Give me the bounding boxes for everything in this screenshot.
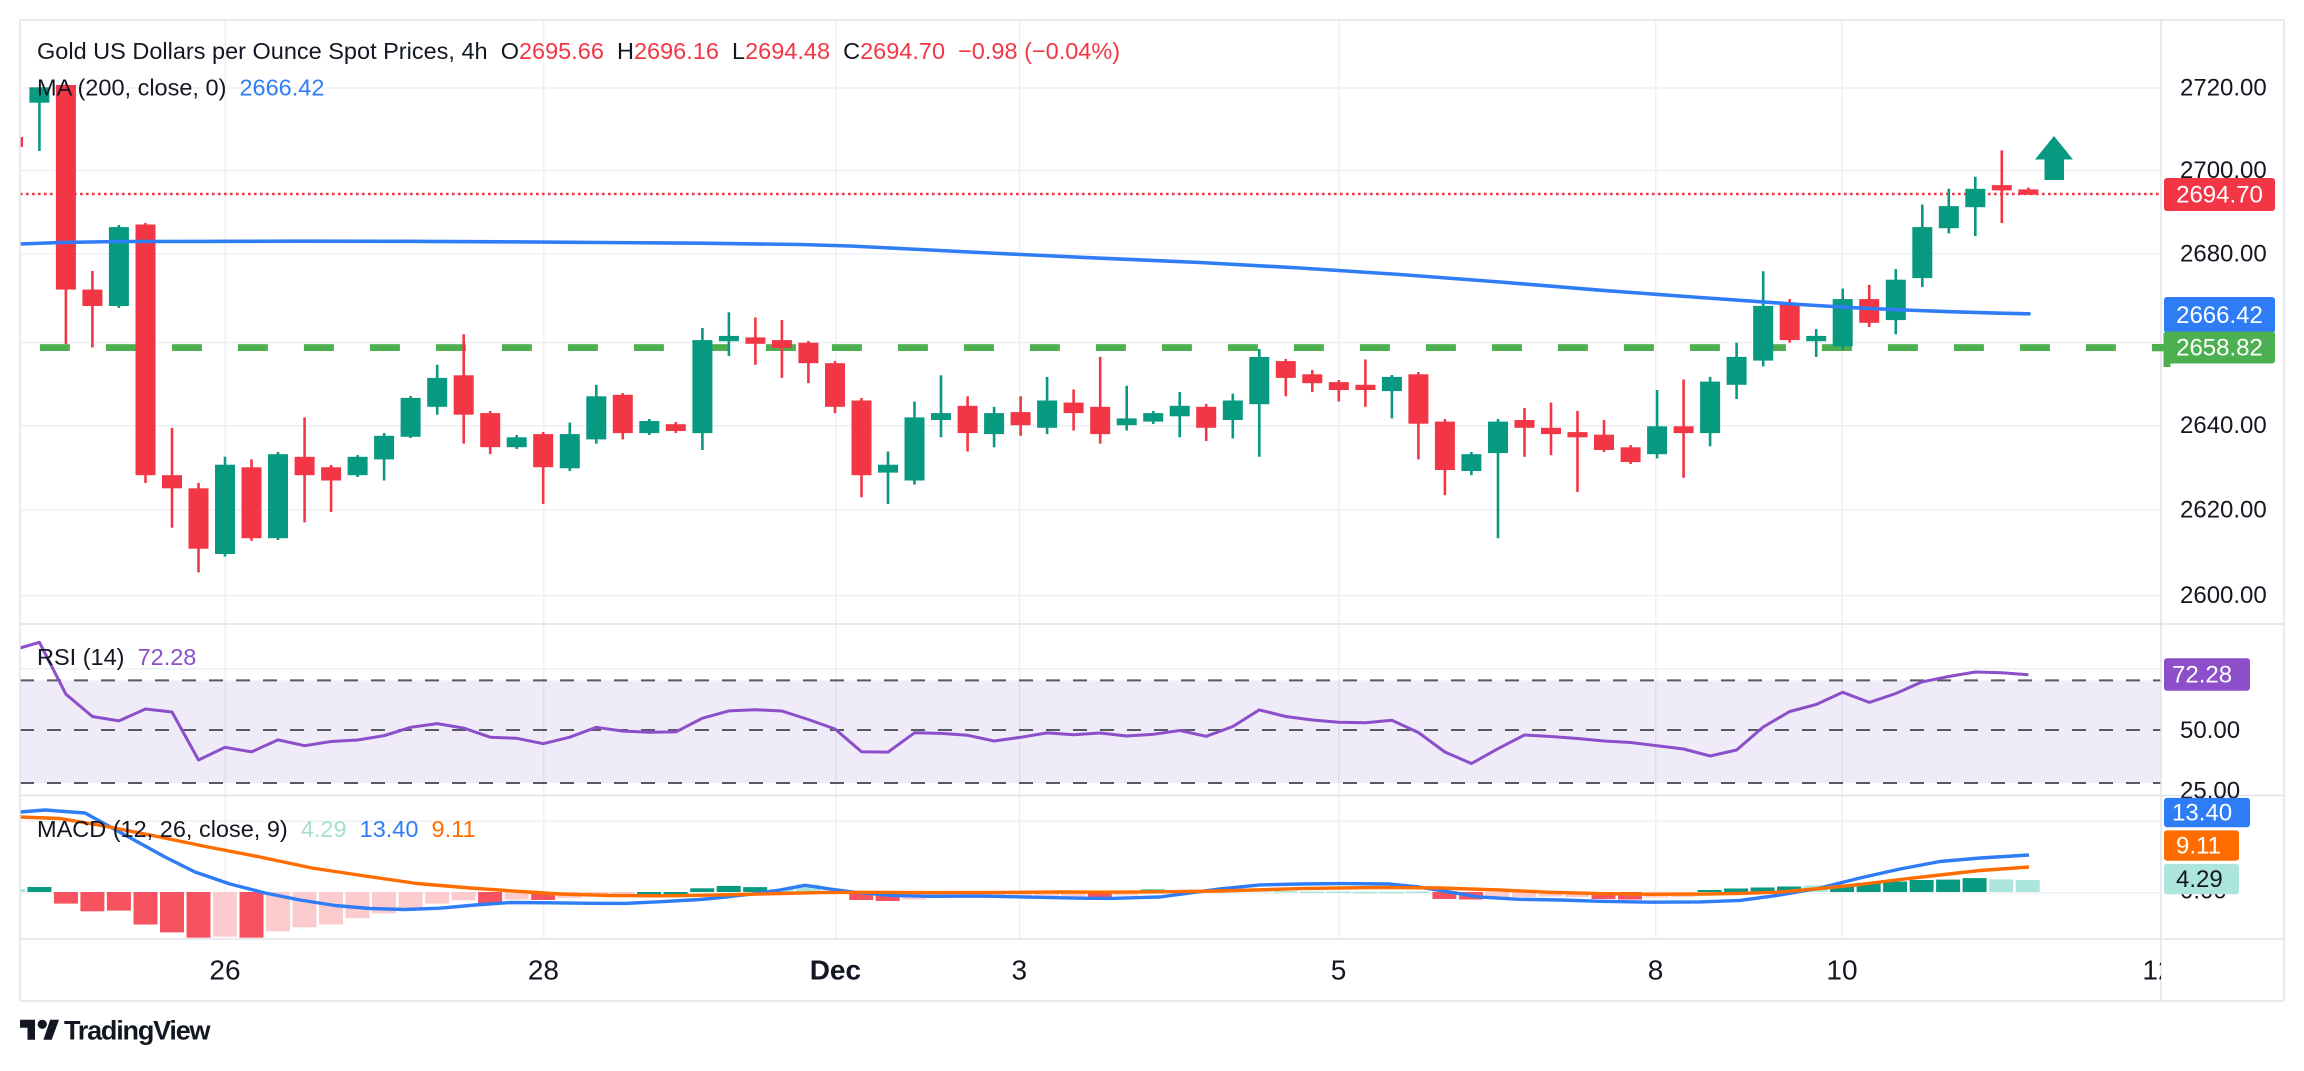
svg-text:13.40: 13.40 [2172, 800, 2232, 827]
svg-text:28: 28 [528, 955, 559, 986]
svg-text:3: 3 [1012, 955, 1028, 986]
svg-text:26: 26 [209, 955, 240, 986]
svg-text:Dec: Dec [810, 955, 861, 986]
svg-text:RSI (14) 72.28: RSI (14) 72.28 [37, 644, 196, 670]
svg-text:12: 12 [2142, 955, 2173, 986]
svg-text:5: 5 [1331, 955, 1347, 986]
svg-text:2640.00: 2640.00 [2180, 412, 2267, 439]
svg-text:2658.82: 2658.82 [2176, 335, 2263, 362]
svg-text:TradingView: TradingView [64, 1016, 212, 1046]
svg-text:MA (200, close, 0) 2666.42: MA (200, close, 0) 2666.42 [37, 75, 324, 101]
svg-text:50.00: 50.00 [2180, 717, 2240, 744]
svg-text:2680.00: 2680.00 [2180, 241, 2267, 268]
svg-text:72.28: 72.28 [2172, 662, 2232, 689]
svg-text:2720.00: 2720.00 [2180, 75, 2267, 102]
svg-text:9.11: 9.11 [2176, 833, 2221, 860]
svg-text:2694.70: 2694.70 [2176, 182, 2263, 209]
svg-text:4.29: 4.29 [2176, 866, 2223, 893]
svg-text:2620.00: 2620.00 [2180, 497, 2267, 524]
svg-text:8: 8 [1648, 955, 1664, 986]
svg-text:MACD (12, 26, close, 9) 4.29: MACD (12, 26, close, 9) 4.29 13.40 9.11 [37, 816, 476, 842]
svg-text:Gold US Dollars per Ounce Spot: Gold US Dollars per Ounce Spot Prices, 4… [37, 38, 1120, 64]
svg-text:2666.42: 2666.42 [2176, 302, 2263, 329]
svg-text:10: 10 [1826, 955, 1857, 986]
svg-text:2600.00: 2600.00 [2180, 582, 2267, 609]
